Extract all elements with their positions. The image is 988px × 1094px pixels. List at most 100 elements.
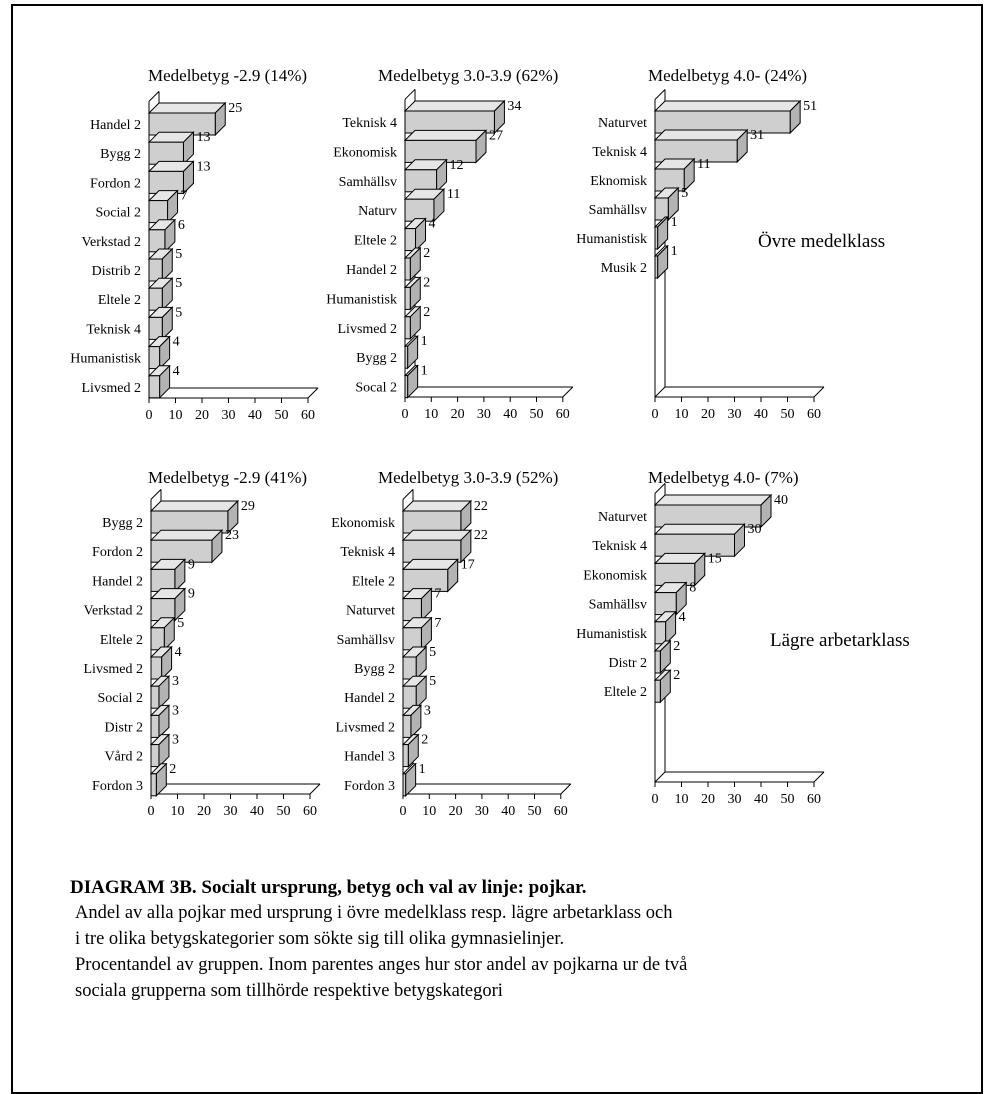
x-tick-label: 10 [169,408,183,423]
category-label: Ekonomisk [333,145,397,160]
bar-top [401,529,473,541]
bar-side [407,364,419,399]
x-tick-label: 20 [197,804,211,819]
bar-front [404,345,409,369]
bar [653,186,680,222]
data-label: 5 [429,645,436,660]
category-label: Bygg 2 [100,147,141,162]
data-label: 9 [188,557,195,572]
x-tick-label: 10 [422,804,436,819]
data-label: 4 [679,610,686,625]
bar [403,305,422,341]
bar-top [653,129,749,141]
bar [147,247,174,283]
caption-line: i tre olika betygskategorier som sökte s… [75,929,565,949]
category-label: Humanistisk [576,232,647,247]
category-label: Social 2 [98,691,144,706]
data-label: 5 [175,276,182,291]
bar-front [404,139,477,163]
x-tick-label: 60 [556,407,570,422]
data-label: 27 [489,128,503,143]
data-label: 2 [421,733,428,748]
bar-front [402,773,407,797]
bar-chart: Medelbetyg 4.0- (24%)0 10 20 30 40 50 6051Natu… [576,66,885,422]
bar [401,704,423,739]
category-label: Fordon 3 [344,779,395,794]
floor-end-line [813,386,825,398]
x-tick-label: 0 [400,804,407,819]
chart-title: Medelbetyg 4.0- (7%) [648,468,799,487]
bar-front [654,621,667,645]
bar [653,522,746,558]
bar-top [653,100,802,112]
charts-area: Medelbetyg -2.9 (14%)0 10 20 30 40 50 6025Hand… [70,66,910,819]
category-label: Humanistisk [70,352,141,367]
data-label: 2 [423,305,430,320]
x-tick-label: 50 [781,792,795,807]
x-tick-label: 0 [146,408,153,423]
chart-title: Medelbetyg -2.9 (14%) [148,66,307,85]
bar [653,639,672,675]
bar [149,587,187,622]
bar [401,733,420,768]
bar [149,733,171,768]
data-label: 9 [188,587,195,602]
x-tick-label: 40 [503,407,517,422]
data-label: 3 [172,674,179,689]
chart-title: Medelbetyg -2.9 (41%) [148,468,307,487]
category-label: Samhällsv [589,598,647,613]
data-label: 2 [673,668,680,683]
data-label: 4 [173,364,180,379]
data-label: 7 [434,616,441,631]
bar [403,129,488,164]
x-tick-label: 50 [275,408,289,423]
top-edge-line [654,483,666,494]
category-label: Livsmed 2 [84,662,144,677]
category-label: Social 2 [96,206,142,221]
top-edge-line [654,89,666,100]
x-tick-label: 40 [250,804,264,819]
bar-front [404,228,417,252]
bar [653,493,773,529]
category-label: Humanistisk [326,292,397,307]
bar [653,99,802,135]
caption-title: DIAGRAM 3B. Socialt ursprung, betyg och … [70,877,587,898]
x-tick-label: 20 [451,407,465,422]
category-label: Humanistisk [576,627,647,642]
category-label: Teknisk 4 [342,116,397,131]
category-label: Samhällsv [337,633,395,648]
bar-side [405,762,417,798]
bar [401,645,428,681]
bar [147,276,174,312]
category-label: Teknisk 4 [86,322,141,337]
data-label: 17 [461,557,475,572]
bar-front [404,110,495,134]
category-label: Handel 2 [90,118,141,133]
data-label: 4 [173,335,180,350]
bar-chart: Medelbetyg 4.0- (7%) 0 10 20 30 40 50 60 40 Natur… [576,468,910,807]
floor-end-line [560,783,572,795]
figure-caption: DIAGRAM 3B. Socialt ursprung, betyg och … [70,876,950,1004]
bar [401,587,433,622]
category-label: Livsmed 2 [338,322,398,337]
x-tick-label: 50 [781,407,795,422]
bar [147,130,195,166]
bar-top [653,494,773,506]
data-label: 2 [423,275,430,290]
data-label: 8 [689,581,696,596]
category-label: Naturv [358,204,397,219]
x-tick-label: 30 [224,804,238,819]
bar-side [657,215,669,251]
data-label: 4 [175,645,182,660]
data-label: 51 [803,99,817,114]
bar [147,189,179,224]
data-label: 3 [172,733,179,748]
bar-front [404,169,438,193]
bar [149,616,176,652]
bar [149,528,224,564]
data-label: 5 [175,305,182,320]
bar [147,101,227,137]
data-label: 4 [429,217,436,232]
bar-front [150,656,163,680]
bar-chart: Medelbetyg 3.0-3.9 (62%) 0 10 20 30 40 50 60 34 T… [326,66,574,422]
